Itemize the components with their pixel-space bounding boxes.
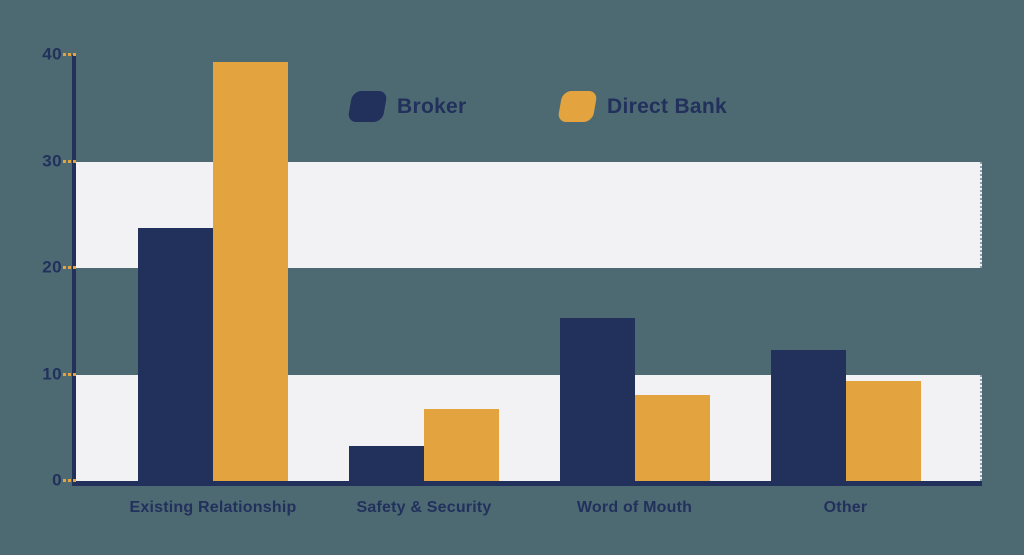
y-tick-mark-40	[63, 53, 76, 56]
y-tick-mark-20	[63, 266, 76, 269]
legend-label: Direct Bank	[607, 94, 728, 118]
y-tick-mark-0	[63, 479, 76, 482]
x-axis-label-1: Safety & Security	[356, 499, 492, 516]
bar-broker-2	[559, 318, 635, 481]
y-axis-line	[72, 55, 76, 486]
bar-direct-bank-2	[634, 394, 710, 481]
legend-item-broker: Broker	[347, 91, 467, 122]
x-axis-label-3: Other	[823, 499, 868, 516]
bar-direct-bank-3	[845, 380, 921, 481]
bar-direct-bank-1	[424, 408, 499, 481]
y-tick-mark-10	[63, 372, 76, 376]
y-tick-label-20: 20	[42, 257, 62, 277]
legend-item-direct-bank: Direct Bank	[557, 91, 728, 122]
y-tick-label-10: 10	[42, 364, 62, 384]
y-tick-mark-30	[63, 159, 76, 163]
y-tick-label-40: 40	[42, 44, 62, 64]
y-tick-label-30: 30	[42, 151, 62, 171]
bar-broker-1	[349, 445, 424, 481]
y-tick-label-0: 0	[52, 470, 62, 490]
legend-swatch-icon	[557, 91, 598, 122]
legend-label: Broker	[397, 94, 467, 118]
x-axis-label-2: Word of Mouth	[576, 499, 693, 516]
bar-broker-0	[138, 227, 213, 481]
x-axis-label-0: Existing Relationship	[129, 499, 297, 516]
legend-swatch-icon	[347, 91, 388, 122]
bar-direct-bank-0	[213, 62, 288, 481]
x-axis-line	[72, 481, 982, 486]
bar-broker-3	[770, 350, 846, 481]
